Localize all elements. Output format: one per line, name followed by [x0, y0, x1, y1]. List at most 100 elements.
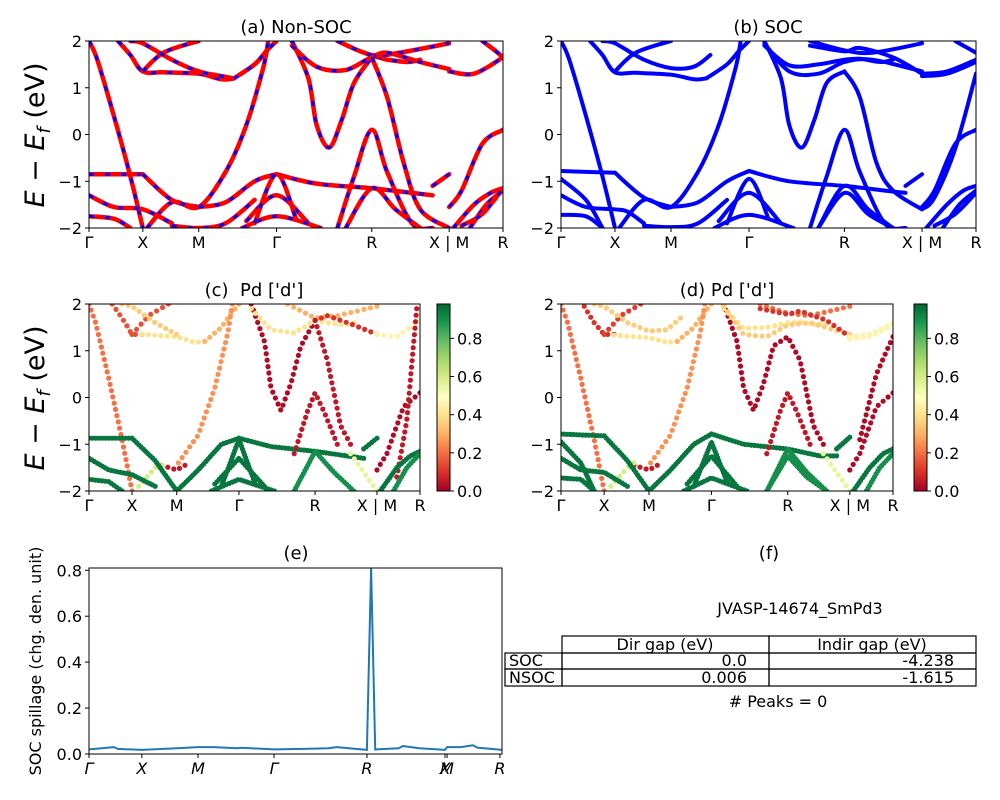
colorbar-tick-label: 0.8	[457, 329, 482, 348]
projection-point	[759, 325, 765, 331]
panel-a-xticks: Γ X M Γ R X | M R	[85, 228, 509, 252]
band-line-overlay	[460, 187, 503, 228]
xtick-label: Γ	[557, 496, 566, 515]
projection-point	[355, 461, 361, 467]
projection-point	[610, 321, 616, 327]
projection-point	[589, 425, 595, 431]
projection-point	[110, 394, 116, 400]
projection-point	[122, 450, 128, 456]
ytick-label: −2	[58, 482, 82, 501]
ytick-label: −1	[530, 172, 554, 191]
projection-point	[740, 330, 746, 336]
projection-point	[847, 467, 853, 473]
xtick-label: Γ	[272, 233, 281, 252]
xtick-label: M	[192, 233, 206, 252]
ytick-label: −2	[58, 219, 82, 238]
projection-point	[98, 344, 104, 350]
projection-point	[596, 463, 602, 469]
projection-point	[213, 378, 220, 384]
xtick-label: X | M	[902, 233, 942, 252]
band-line	[613, 41, 673, 74]
panel-e-xticks: Γ X M Γ R XM R	[85, 754, 505, 778]
projection-point	[857, 450, 863, 456]
projection-point	[890, 322, 893, 328]
projection-point	[679, 334, 685, 340]
projection-point	[834, 306, 840, 312]
projection-point	[356, 324, 362, 330]
projection-point	[606, 326, 612, 332]
projection-point	[374, 331, 380, 337]
projection-point	[94, 325, 100, 331]
ylabel-row2-minus: −	[20, 414, 51, 454]
projection-point	[117, 425, 123, 431]
projection-point	[262, 344, 268, 350]
projection-point	[226, 320, 232, 326]
projection-point	[404, 416, 410, 422]
projection-point	[370, 483, 376, 489]
xtick-label: Γ	[85, 496, 94, 515]
band-line	[252, 171, 299, 226]
band-line-overlay	[130, 41, 235, 80]
ytick-label: 2	[544, 295, 554, 314]
band-line-overlay	[344, 186, 422, 228]
projection-point	[880, 357, 886, 363]
projection-point	[325, 361, 331, 367]
projection-point	[329, 380, 335, 386]
projection-point	[363, 472, 369, 478]
projection-point	[292, 365, 298, 371]
projection-point	[778, 321, 784, 327]
projection-point	[789, 310, 795, 316]
xtick-label: X	[135, 759, 148, 778]
projection-point	[632, 304, 638, 311]
xtick-label: Γ	[707, 496, 716, 515]
projection-point	[795, 308, 801, 315]
projection-point	[809, 320, 815, 326]
projection-point	[295, 438, 301, 445]
projection-point	[782, 397, 788, 403]
projection-point	[348, 309, 354, 316]
projection-point	[103, 363, 109, 369]
projection-point	[402, 429, 408, 435]
projection-point	[866, 334, 873, 340]
projection-point	[890, 390, 893, 396]
projection-point	[361, 455, 367, 461]
projection-point	[158, 333, 164, 339]
projection-point	[92, 319, 98, 325]
projection-point	[764, 307, 770, 313]
table-header-dir-gap: Dir gap (eV)	[617, 635, 714, 654]
projection-point	[324, 313, 330, 319]
projection-point	[351, 456, 357, 462]
projection-point	[257, 315, 263, 321]
projection-point	[221, 321, 227, 327]
ytick-label: 0.6	[57, 607, 82, 626]
projection-point	[302, 324, 308, 330]
band-line-overlay	[336, 41, 450, 58]
projection-point	[561, 307, 566, 313]
panel-a-bands	[89, 41, 503, 228]
projection-point	[580, 388, 587, 394]
projection-point	[218, 359, 224, 365]
ytick-label: 0.8	[57, 561, 82, 580]
projection-point	[236, 304, 242, 307]
projection-point	[859, 444, 865, 450]
projection-point	[297, 346, 303, 352]
projection-point	[600, 482, 606, 488]
ytick-label: 0	[544, 389, 554, 408]
projection-point	[216, 326, 222, 332]
projection-point	[763, 304, 769, 309]
projection-point	[257, 326, 263, 332]
projection-point	[111, 400, 117, 406]
projection-point	[403, 423, 409, 429]
projection-point	[626, 308, 632, 314]
projection-point	[796, 321, 802, 327]
band-line	[725, 176, 771, 226]
projection-point	[821, 309, 827, 315]
colorbar-tick-label: 0.6	[457, 368, 482, 387]
projection-point	[737, 363, 744, 369]
xtick-label: X	[127, 496, 138, 515]
table-row-nsoc-dir: 0.006	[701, 668, 747, 687]
ylabel-row1-minus: −	[20, 151, 51, 191]
projection-point	[312, 391, 318, 397]
projection-point	[266, 324, 272, 330]
